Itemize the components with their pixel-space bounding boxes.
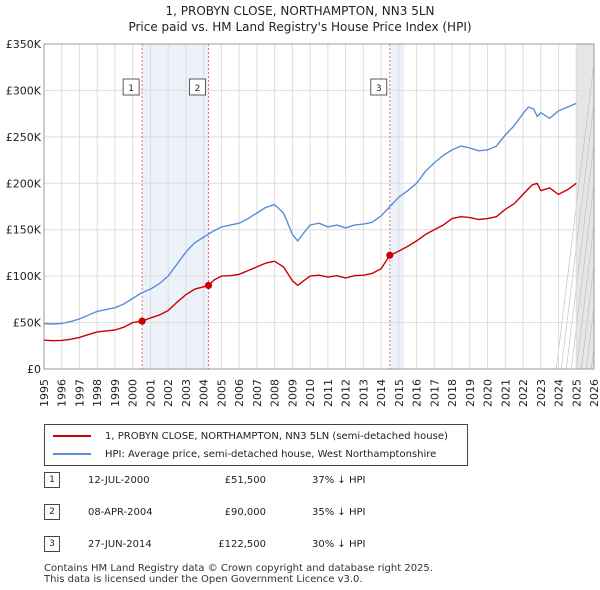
plot-area	[44, 44, 594, 369]
sale-number-badge: 3	[44, 536, 60, 552]
x-tick-label: 2007	[251, 379, 264, 407]
legend-swatch-property	[53, 435, 91, 437]
sale-point	[386, 251, 394, 259]
hatch-mask-right	[594, 42, 600, 371]
x-tick-label: 2024	[553, 379, 566, 407]
legend: 1, PROBYN CLOSE, NORTHAMPTON, NN3 5LN (s…	[44, 424, 468, 466]
x-tick-label: 2018	[446, 379, 459, 407]
x-tick-label: 2016	[411, 379, 424, 407]
sale-number-badge: 1	[44, 472, 60, 488]
y-tick-label: £100K	[6, 270, 42, 283]
sale-price: £122,500	[218, 539, 266, 550]
y-tick-label: £250K	[6, 131, 42, 144]
hatch-line	[585, 254, 600, 370]
ownership-band	[142, 44, 209, 369]
x-tick-label: 2013	[357, 379, 370, 407]
x-tick-label: 1995	[38, 379, 51, 407]
y-tick-label: £0	[27, 363, 41, 376]
x-tick-label: 2006	[233, 379, 246, 407]
sale-date: 08-APR-2004	[88, 507, 153, 518]
legend-label-hpi: HPI: Average price, semi-detached house,…	[105, 448, 437, 460]
x-tick-label: 2015	[393, 379, 406, 407]
x-tick-label: 2020	[482, 379, 495, 407]
legend-item-property: 1, PROBYN CLOSE, NORTHAMPTON, NN3 5LN (s…	[53, 428, 448, 444]
x-tick-label: 1998	[91, 379, 104, 407]
chart-subtitle: Price paid vs. HM Land Registry's House …	[128, 20, 472, 34]
y-tick-label: £50K	[13, 317, 42, 330]
sale-marker-label: 1	[128, 84, 134, 94]
x-tick-label: 2004	[198, 379, 211, 407]
x-tick-label: 2014	[375, 379, 388, 407]
sale-marker-box	[189, 78, 206, 96]
x-tick-label: 2026	[588, 379, 600, 407]
ownership-band	[389, 44, 405, 369]
sale-date: 12-JUL-2000	[88, 475, 150, 486]
sale-row: 2 08-APR-2004 £90,000 35% ↓ HPI	[0, 504, 600, 524]
sale-price: £51,500	[224, 475, 266, 486]
x-tick-label: 2012	[340, 379, 353, 407]
price-chart: 1 2 3 £0 £50K £100K £150K £200K £250K £300K £350K 1…	[6, 38, 600, 407]
legend-item-hpi: HPI: Average price, semi-detached house,…	[53, 446, 436, 462]
x-tick-label: 2010	[304, 379, 317, 407]
x-tick-label: 2001	[144, 379, 157, 407]
sale-marker-label: 3	[376, 84, 382, 94]
sale-row: 3 27-JUN-2014 £122,500 30% ↓ HPI	[0, 536, 600, 556]
x-tick-label: 2011	[322, 379, 335, 407]
hatch-line	[580, 214, 600, 370]
sale-hpi-diff: 30% ↓ HPI	[312, 539, 366, 550]
sale-marker-box	[122, 78, 140, 96]
x-tick-label: 2019	[464, 379, 477, 407]
sale-hpi-diff: 37% ↓ HPI	[312, 475, 366, 486]
sale-number-badge: 2	[44, 504, 60, 520]
x-tick-label: 2005	[215, 379, 228, 407]
legend-swatch-hpi	[53, 453, 91, 455]
x-tick-label: 2023	[535, 379, 548, 407]
y-tick-label: £300K	[6, 84, 42, 97]
x-tick-label: 1996	[56, 379, 69, 407]
sale-row: 1 12-JUL-2000 £51,500 37% ↓ HPI	[0, 472, 600, 492]
sale-point	[138, 317, 146, 325]
x-tick-label: 2003	[180, 379, 193, 407]
sale-date: 27-JUN-2014	[88, 539, 152, 550]
x-tick-label: 1999	[109, 379, 122, 407]
series-line-hpi	[43, 102, 577, 325]
y-tick-label: £350K	[6, 38, 42, 51]
x-tick-label: 2000	[127, 379, 140, 407]
future-hatch-band	[576, 44, 594, 369]
legend-label-property: 1, PROBYN CLOSE, NORTHAMPTON, NN3 5LN (s…	[105, 430, 448, 442]
x-tick-label: 2022	[517, 379, 530, 407]
x-tick-label: 2017	[428, 379, 441, 407]
chart-title: 1, PROBYN CLOSE, NORTHAMPTON, NN3 5LN	[165, 4, 435, 18]
x-tick-label: 2025	[570, 379, 583, 407]
attribution-line-2: This data is licensed under the Open Gov…	[44, 574, 363, 585]
x-tick-label: 2002	[162, 379, 175, 407]
attribution-line-1: Contains HM Land Registry data © Crown c…	[44, 563, 433, 574]
x-tick-label: 1997	[73, 379, 86, 407]
y-tick-label: £150K	[6, 224, 42, 237]
y-tick-label: £200K	[6, 177, 42, 190]
sale-marker-label: 2	[195, 84, 201, 94]
hatch-line	[570, 133, 600, 370]
sale-marker-box	[370, 78, 388, 96]
sale-point	[204, 281, 213, 290]
x-tick-label: 2008	[269, 379, 282, 407]
x-tick-label: 2021	[499, 379, 512, 407]
plot-border	[43, 43, 595, 370]
x-tick-label: 2009	[286, 379, 299, 407]
attribution: Contains HM Land Registry data © Crown c…	[44, 563, 433, 585]
sale-price: £90,000	[224, 507, 266, 518]
sale-hpi-diff: 35% ↓ HPI	[312, 507, 366, 518]
